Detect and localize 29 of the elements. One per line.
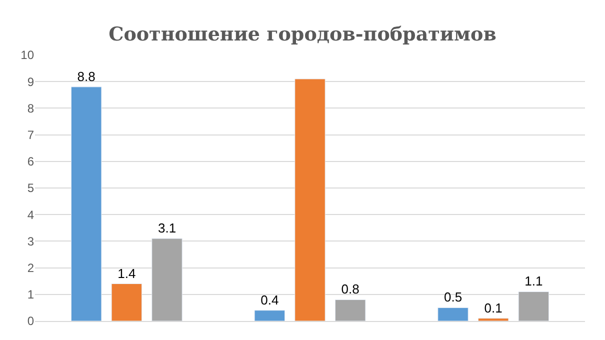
data-label: 3.1	[158, 220, 176, 236]
data-label: 0.1	[484, 300, 502, 316]
bar	[334, 299, 366, 321]
data-label: 0.4	[260, 292, 279, 308]
data-label: 1.4	[118, 266, 136, 281]
bar	[111, 284, 142, 321]
y-tick-label: 5	[27, 181, 34, 196]
bar	[294, 78, 326, 321]
data-label: 1.1	[524, 274, 543, 289]
bar	[438, 307, 468, 321]
bar	[254, 310, 286, 321]
bar	[70, 86, 102, 321]
y-tick-label: 1	[27, 288, 34, 302]
chart-title: Соотношение городов-побратимов	[108, 24, 496, 46]
y-tick-label: 7	[27, 128, 34, 142]
bar	[478, 318, 509, 321]
y-tick-label: 10	[20, 48, 34, 62]
data-label: 0.8	[341, 282, 360, 297]
y-tick-label: 2	[27, 261, 34, 275]
data-label: 0.5	[444, 290, 462, 305]
y-tick-label: 9	[27, 74, 34, 89]
y-tick-label: 4	[27, 208, 34, 222]
y-tick-label: 6	[27, 154, 34, 169]
data-label: 8.8	[77, 68, 96, 84]
bar	[152, 238, 182, 321]
y-tick-label: 0	[27, 314, 34, 328]
y-tick-label: 3	[27, 234, 34, 248]
y-tick-label: 8	[27, 101, 34, 116]
bar	[518, 291, 550, 321]
